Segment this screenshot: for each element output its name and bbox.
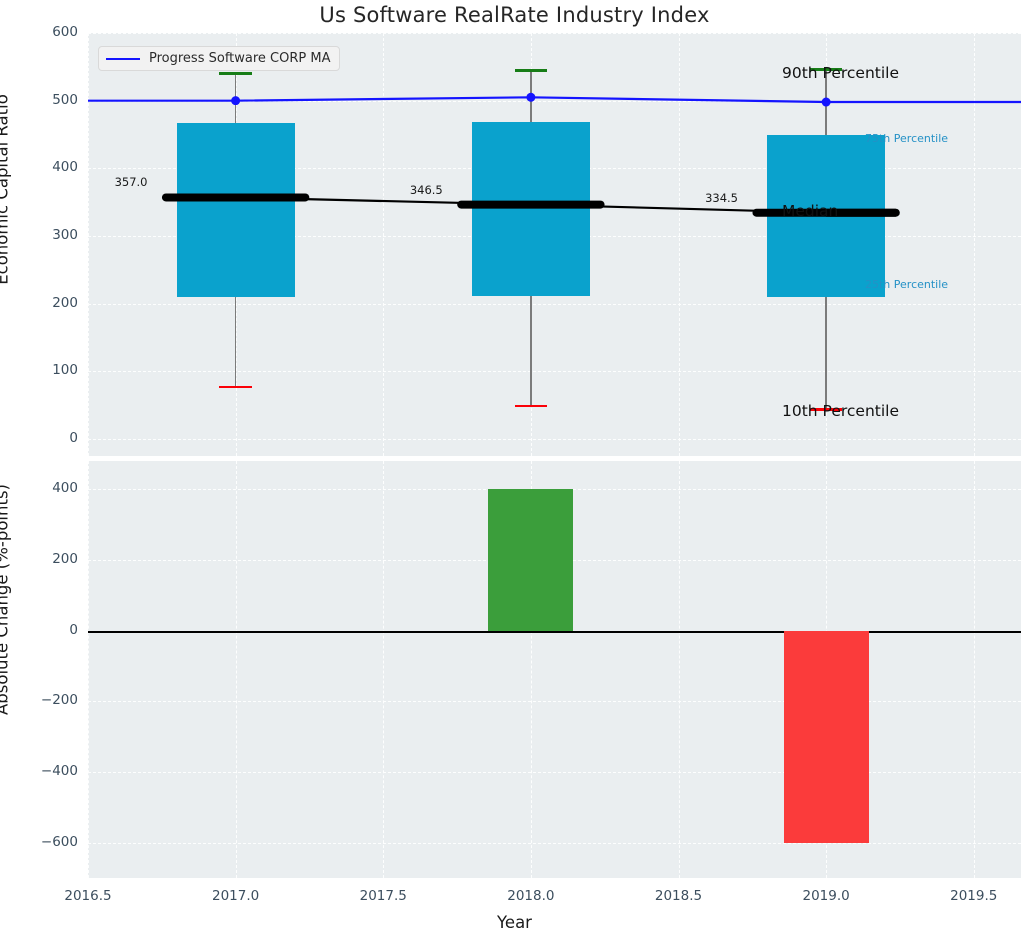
series-marker — [821, 97, 831, 107]
gridline-vertical — [530, 461, 532, 878]
y-axis-title-lower: Absolute Change (%-points) — [0, 484, 12, 715]
gridline-vertical — [235, 461, 237, 878]
gridline-vertical — [678, 461, 680, 878]
x-tick-label: 2019.5 — [950, 888, 998, 904]
annotation-label: 25th Percentile — [865, 277, 949, 291]
change-bar — [783, 630, 869, 843]
gridline-vertical — [88, 461, 89, 878]
gridline-horizontal — [88, 33, 1021, 34]
legend-line-swatch — [106, 57, 140, 60]
whisker-cap-p90 — [809, 68, 843, 71]
box-iqr — [471, 122, 590, 296]
legend-label: Progress Software CORP MA — [149, 51, 331, 66]
y-tick-label: 200 — [52, 550, 78, 567]
gridline-horizontal — [88, 701, 1021, 703]
median-and-mean-overlay — [88, 92, 1021, 217]
zero-baseline — [88, 630, 1021, 633]
y-tick-label: 200 — [52, 294, 78, 311]
series-marker — [526, 92, 536, 102]
y-tick-label: 300 — [52, 227, 78, 244]
series-marker — [231, 96, 241, 106]
y-tick-label: 600 — [52, 24, 78, 40]
median-value-label: 346.5 — [409, 182, 443, 197]
whisker-cap-p90 — [219, 72, 252, 75]
y-tick-label: −200 — [40, 692, 78, 709]
y-tick-label: 100 — [52, 362, 78, 379]
y-tick-label: 0 — [69, 430, 78, 447]
whisker-cap-p10 — [514, 404, 548, 408]
whisker-cap-p10 — [219, 385, 252, 389]
y-axis-title-upper: Economic Capital Ratio — [0, 94, 12, 285]
x-tick-label: 2017.5 — [359, 888, 407, 904]
gridline-horizontal — [88, 439, 1021, 441]
gridline-horizontal — [88, 771, 1021, 773]
gridline-vertical — [88, 33, 89, 456]
chart-title: Us Software RealRate Industry Index — [319, 3, 710, 27]
legend[interactable]: Progress Software CORP MA — [98, 46, 341, 71]
x-tick-label: 2017.0 — [212, 888, 260, 904]
gridline-vertical — [973, 33, 975, 456]
x-tick-label: 2019.0 — [802, 888, 850, 904]
x-tick-label: 2018.5 — [654, 888, 703, 904]
lower-plot-area — [88, 461, 1021, 878]
gridline-horizontal — [88, 371, 1021, 373]
gridline-vertical — [678, 33, 680, 456]
whisker-cap-p90 — [514, 68, 548, 72]
x-tick-label: 2018.0 — [507, 888, 555, 904]
box-iqr — [176, 123, 295, 297]
annotation-label: 90th Percentile — [782, 63, 900, 82]
median-value-label: 357.0 — [114, 175, 148, 190]
gridline-vertical — [383, 33, 385, 456]
y-tick-label: −600 — [40, 833, 78, 850]
gridline-horizontal — [88, 842, 1021, 844]
y-tick-label: 0 — [69, 621, 78, 638]
gridline-horizontal — [88, 303, 1021, 305]
gridline-vertical — [383, 461, 385, 878]
gridline-horizontal — [88, 100, 1021, 102]
median-value-label: 334.5 — [705, 190, 739, 205]
upper-plot-area — [88, 33, 1021, 456]
y-tick-label: 400 — [52, 159, 78, 176]
annotation-label: Median — [782, 202, 839, 221]
annotation-label: 75th Percentile — [865, 132, 949, 146]
whisker-cap-p10 — [809, 408, 843, 411]
y-tick-label: 500 — [52, 91, 78, 108]
y-tick-label: 400 — [52, 480, 78, 497]
annotation-label: 10th Percentile — [782, 402, 900, 420]
x-axis-title: Year — [497, 913, 532, 932]
change-bar — [488, 489, 574, 631]
x-tick-label: 2016.5 — [64, 888, 112, 904]
y-tick-label: −400 — [40, 762, 78, 779]
gridline-vertical — [973, 461, 975, 878]
